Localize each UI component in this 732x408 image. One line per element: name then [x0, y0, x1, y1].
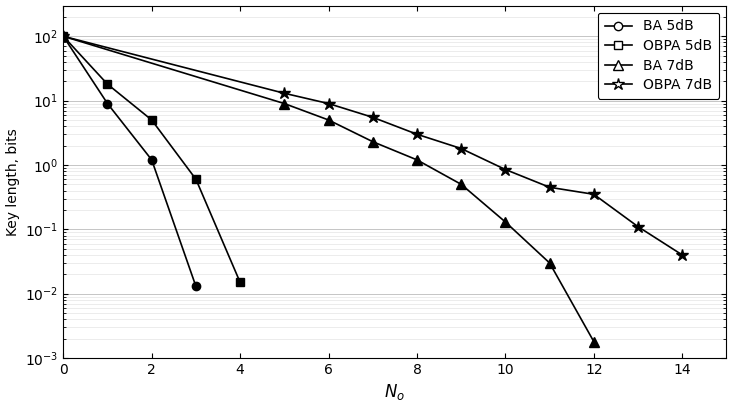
Line: BA 5dB: BA 5dB: [59, 32, 200, 290]
Line: OBPA 7dB: OBPA 7dB: [57, 30, 689, 261]
OBPA 7dB: [413, 132, 422, 137]
Line: BA 7dB: BA 7dB: [59, 31, 599, 346]
OBPA 7dB: [678, 253, 687, 257]
BA 7dB: [324, 118, 333, 122]
OBPA 7dB: [545, 185, 554, 190]
BA 5dB: [59, 34, 67, 39]
BA 7dB: [545, 261, 554, 266]
OBPA 7dB: [324, 101, 333, 106]
BA 5dB: [103, 101, 112, 106]
BA 5dB: [147, 157, 156, 162]
BA 7dB: [59, 34, 67, 39]
BA 5dB: [192, 284, 201, 289]
BA 7dB: [280, 101, 288, 106]
X-axis label: $N_o$: $N_o$: [384, 382, 406, 402]
OBPA 7dB: [280, 91, 288, 96]
BA 7dB: [368, 139, 377, 144]
Y-axis label: Key length, bits: Key length, bits: [6, 128, 20, 236]
OBPA 5dB: [147, 118, 156, 122]
OBPA 7dB: [501, 167, 509, 172]
Legend: BA 5dB, OBPA 5dB, BA 7dB, OBPA 7dB: BA 5dB, OBPA 5dB, BA 7dB, OBPA 7dB: [597, 13, 720, 99]
OBPA 7dB: [457, 146, 466, 151]
OBPA 7dB: [634, 224, 643, 229]
OBPA 5dB: [236, 280, 244, 285]
OBPA 7dB: [59, 34, 67, 39]
BA 7dB: [457, 182, 466, 187]
OBPA 5dB: [192, 177, 201, 182]
Line: OBPA 5dB: OBPA 5dB: [59, 32, 244, 286]
OBPA 5dB: [103, 82, 112, 86]
BA 7dB: [501, 220, 509, 224]
OBPA 7dB: [589, 192, 598, 197]
OBPA 5dB: [59, 34, 67, 39]
BA 7dB: [413, 157, 422, 162]
BA 7dB: [589, 339, 598, 344]
OBPA 7dB: [368, 115, 377, 120]
